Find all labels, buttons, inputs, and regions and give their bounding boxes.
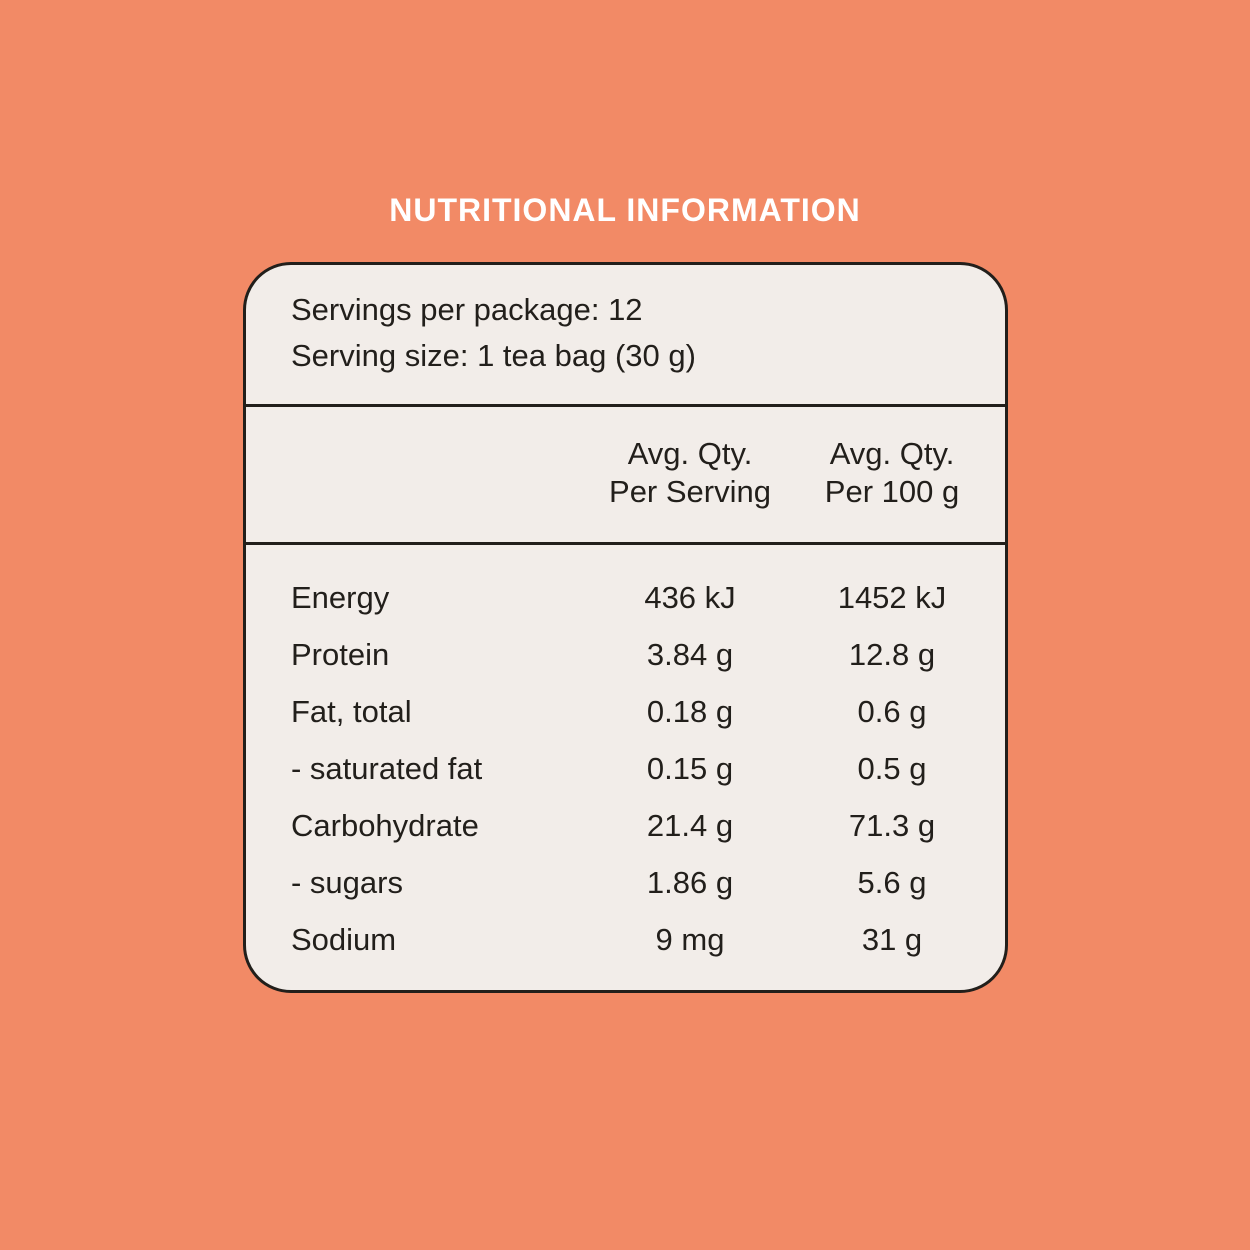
nutrient-label: Protein bbox=[291, 636, 390, 672]
table-row-carbohydrate: Carbohydrate 21.4 g 71.3 g bbox=[246, 797, 1005, 854]
nutrient-value-per-serving: 3.84 g bbox=[646, 636, 734, 672]
nutrient-label: Fat, total bbox=[291, 693, 412, 729]
nutrient-value-per-100g: 12.8 g bbox=[848, 636, 936, 672]
nutrient-value-per-100g: 1452 kJ bbox=[837, 579, 947, 615]
column-header-per-serving: Avg. Qty. Per Serving bbox=[595, 435, 785, 511]
nutrient-value-per-serving: 436 kJ bbox=[644, 579, 736, 615]
nutrient-value-per-100g: 31 g bbox=[861, 921, 923, 957]
table-row-sodium: Sodium 9 mg 31 g bbox=[246, 911, 1005, 968]
nutrient-label: - sugars bbox=[291, 864, 403, 900]
nutrient-label: Energy bbox=[291, 579, 390, 615]
serving-size-text: Serving size: 1 tea bag (30 g) bbox=[291, 338, 696, 373]
divider-bottom bbox=[246, 542, 1005, 545]
page-title: NUTRITIONAL INFORMATION bbox=[389, 192, 861, 228]
nutrient-value-per-serving: 21.4 g bbox=[646, 807, 734, 843]
table-row-protein: Protein 3.84 g 12.8 g bbox=[246, 626, 1005, 683]
column-header-row: Avg. Qty. Per Serving Avg. Qty. Per 100 … bbox=[246, 407, 1005, 542]
nutrient-label: Carbohydrate bbox=[291, 807, 479, 843]
table-row-fat-total: Fat, total 0.18 g 0.6 g bbox=[246, 683, 1005, 740]
divider-top bbox=[246, 404, 1005, 407]
table-row-energy: Energy 436 kJ 1452 kJ bbox=[246, 569, 1005, 626]
column-header-per-serving-line1: Avg. Qty. bbox=[627, 436, 753, 471]
nutrient-value-per-100g: 0.5 g bbox=[857, 750, 927, 786]
table-row-sugars: - sugars 1.86 g 5.6 g bbox=[246, 854, 1005, 911]
nutrient-value-per-serving: 0.15 g bbox=[646, 750, 734, 786]
nutrient-label: Sodium bbox=[291, 921, 397, 957]
table-row-saturated-fat: - saturated fat 0.15 g 0.5 g bbox=[246, 740, 1005, 797]
column-header-per-serving-line2: Per Serving bbox=[609, 474, 771, 509]
nutrient-table: Energy 436 kJ 1452 kJ Protein 3.84 g 12.… bbox=[246, 545, 1005, 990]
nutrient-value-per-100g: 5.6 g bbox=[857, 864, 927, 900]
nutrient-value-per-serving: 0.18 g bbox=[646, 693, 734, 729]
nutrient-value-per-serving: 9 mg bbox=[655, 921, 725, 957]
column-header-per-100g: Avg. Qty. Per 100 g bbox=[797, 435, 987, 511]
nutrient-value-per-100g: 71.3 g bbox=[848, 807, 936, 843]
nutrition-panel: Servings per package: 12 Serving size: 1… bbox=[243, 262, 1008, 993]
nutrient-value-per-100g: 0.6 g bbox=[857, 693, 927, 729]
column-header-per-100g-line1: Avg. Qty. bbox=[829, 436, 955, 471]
servings-per-package-text: Servings per package: 12 bbox=[291, 292, 643, 327]
nutrient-label: - saturated fat bbox=[291, 750, 483, 786]
nutrient-value-per-serving: 1.86 g bbox=[646, 864, 734, 900]
column-header-per-100g-line2: Per 100 g bbox=[824, 474, 960, 509]
serving-info-section: Servings per package: 12 Serving size: 1… bbox=[246, 265, 1005, 404]
